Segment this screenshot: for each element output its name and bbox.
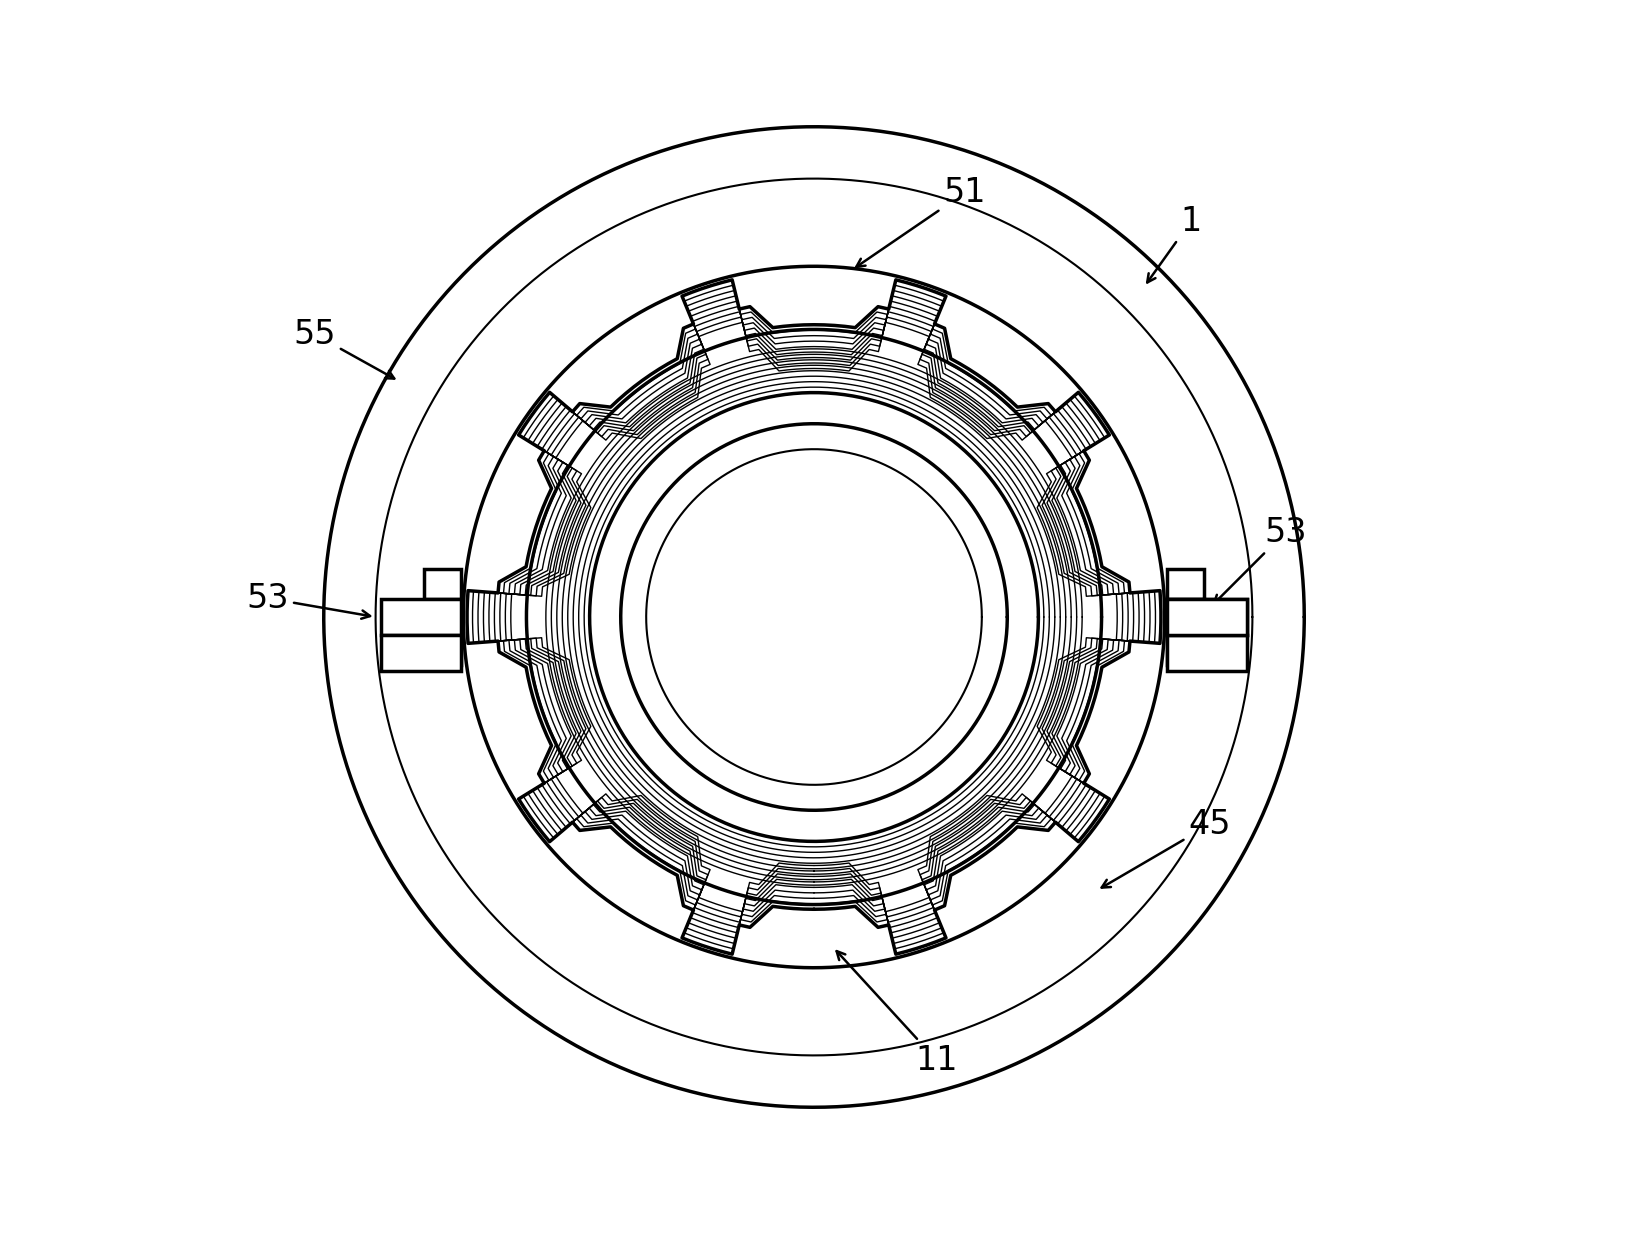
Bar (1167, 598, 1205, 636)
Bar (381, 636, 461, 671)
Text: 1: 1 (1148, 205, 1201, 283)
Text: 11: 11 (837, 951, 957, 1076)
Bar (1167, 636, 1205, 665)
Text: 45: 45 (1102, 808, 1231, 887)
Text: 53: 53 (246, 581, 370, 618)
Bar (1167, 598, 1247, 636)
Bar (1167, 636, 1247, 671)
Bar (423, 569, 461, 598)
Text: 55: 55 (293, 317, 394, 379)
Bar (1205, 598, 1247, 636)
Bar (423, 636, 461, 665)
Bar (1167, 569, 1205, 598)
Text: 51: 51 (856, 176, 987, 267)
Bar (381, 598, 461, 636)
Text: 53: 53 (1214, 516, 1307, 603)
